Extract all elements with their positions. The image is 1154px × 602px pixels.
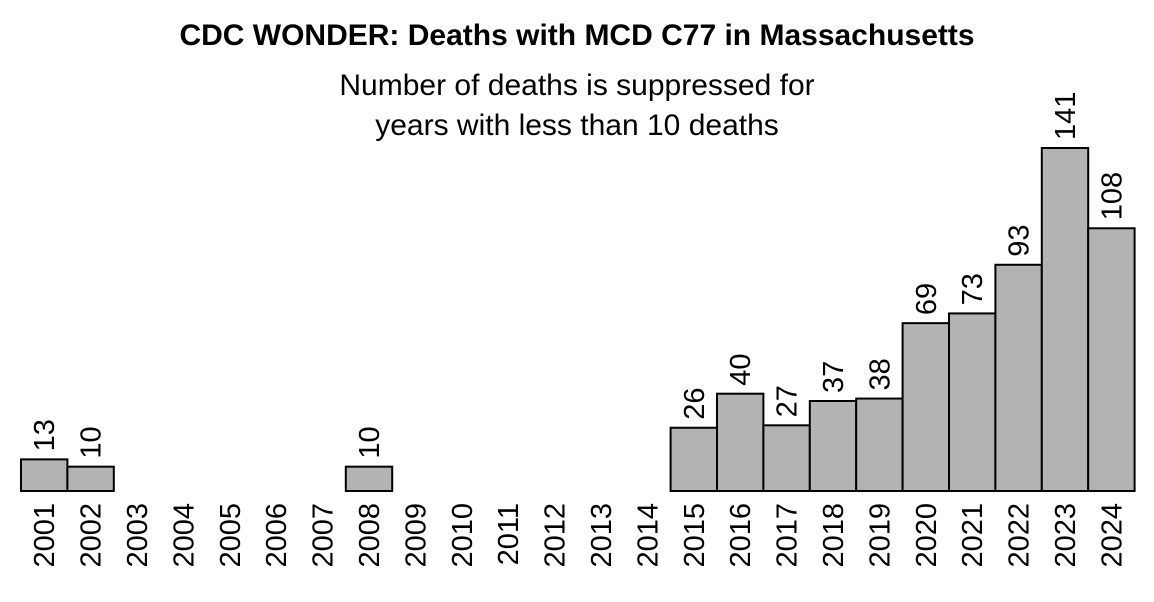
x-tick-label-2015: 2015 [679,503,711,568]
x-tick-label-2022: 2022 [1004,503,1036,568]
x-tick-label-2013: 2013 [586,503,618,568]
bars-group [20,147,1136,493]
value-label-2008: 10 [354,426,386,458]
value-label-2016: 40 [725,353,757,385]
value-label-2023: 141 [1050,92,1082,140]
bar-2017 [762,424,811,493]
x-tick-label-2012: 2012 [540,503,572,568]
bar-2018 [808,399,858,493]
bar-2023 [1040,147,1090,492]
bar-2015 [669,426,718,492]
x-tick-label-2010: 2010 [447,503,479,568]
x-tick-label-2017: 2017 [772,503,804,568]
x-tick-label-2007: 2007 [308,503,340,568]
value-label-2017: 27 [772,385,804,417]
x-tick-label-2002: 2002 [76,503,108,568]
bar-2002 [66,465,115,493]
value-label-2001: 13 [29,419,61,451]
x-tick-label-2009: 2009 [400,503,432,568]
value-label-2019: 38 [864,358,896,390]
x-tick-label-2004: 2004 [168,503,200,568]
bar-2021 [948,312,997,492]
x-tick-label-2021: 2021 [957,503,989,568]
x-tick-label-2011: 2011 [493,503,525,565]
bar-2008 [344,465,394,493]
x-tick-label-2016: 2016 [725,503,757,568]
value-label-2002: 10 [76,426,108,458]
value-labels-group: 13 10 10 26 40 27 37 38 69 73 93 141 108 [29,92,1128,459]
bar-2020 [901,322,950,492]
x-tick-label-2020: 2020 [911,503,943,568]
value-label-2024: 108 [1096,172,1128,220]
x-tick-label-2003: 2003 [122,503,154,568]
x-tick-label-2019: 2019 [864,503,896,568]
value-label-2020: 69 [911,283,943,315]
bar-2022 [994,263,1043,492]
bar-2001 [20,458,69,492]
value-label-2018: 37 [818,361,850,393]
chart-subtitle-line-2: years with less than 10 deaths [375,109,779,142]
bar-2024 [1087,227,1136,493]
x-tick-label-2024: 2024 [1096,503,1128,568]
bar-2019 [855,397,904,492]
x-tick-label-2014: 2014 [632,503,664,568]
value-label-2022: 93 [1004,225,1036,257]
x-tick-label-2023: 2023 [1050,503,1082,568]
x-tick-label-2018: 2018 [818,503,850,568]
chart-subtitle-line-1: Number of deaths is suppressed for [339,69,814,102]
x-tick-label-2001: 2001 [29,503,61,568]
x-tick-label-2008: 2008 [354,503,386,568]
value-label-2015: 26 [679,387,711,419]
bar-2016 [716,392,765,492]
x-axis-tick-labels: 2001 2002 2003 2004 2005 2006 2007 2008 2009 2010… [29,503,1128,568]
value-label-2021: 73 [957,273,989,305]
chart-title: CDC WONDER: Deaths with MCD C77 in Massa… [179,19,974,52]
x-tick-label-2006: 2006 [261,503,293,568]
x-tick-label-2005: 2005 [215,503,247,568]
